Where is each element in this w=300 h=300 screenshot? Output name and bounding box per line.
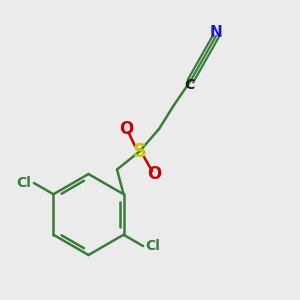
- Text: O: O: [147, 165, 162, 183]
- Text: S: S: [133, 142, 146, 161]
- Text: Cl: Cl: [146, 239, 160, 253]
- Text: N: N: [210, 25, 222, 40]
- Text: Cl: Cl: [17, 176, 32, 190]
- Text: C: C: [184, 78, 194, 92]
- Text: O: O: [119, 120, 133, 138]
